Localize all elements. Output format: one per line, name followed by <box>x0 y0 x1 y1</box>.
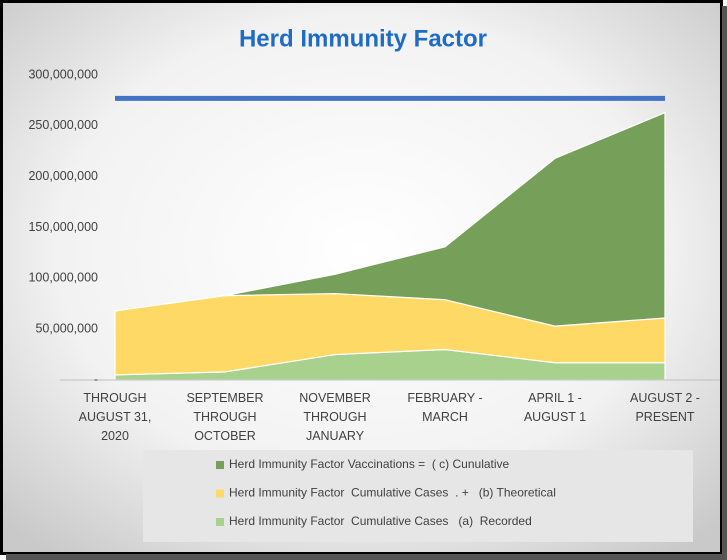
frame-shadow <box>722 6 727 560</box>
y-tick-label: 200,000,000 <box>28 169 98 183</box>
y-tick-label: 300,000,000 <box>28 67 98 81</box>
area <box>114 111 666 327</box>
x-tick-label: AUGUST 2 -PRESENT <box>630 391 700 424</box>
x-tick-label: SEPTEMBER THROUGH OCTOBER <box>186 391 263 443</box>
legend-label: Herd Immunity Factor Vaccinations = ( c)… <box>229 457 510 471</box>
legend-swatch <box>216 518 224 526</box>
frame-shadow <box>6 554 727 560</box>
legend-label: Herd Immunity Factor Cumulative Cases . … <box>229 486 556 500</box>
y-tick-label: 250,000,000 <box>28 118 98 132</box>
chart-title: Herd Immunity Factor <box>239 25 487 52</box>
x-tick-label: NOVEMBER THROUGH JANUARY <box>299 391 371 443</box>
y-tick-label: 50,000,000 <box>35 321 98 335</box>
x-tick-label: FEBRUARY -MARCH <box>407 391 482 424</box>
x-tick-label: APRIL 1 -AUGUST 1 <box>524 391 586 424</box>
legend-swatch <box>216 461 224 469</box>
x-tick-label: THROUGH AUGUST 31, 2020 <box>79 391 152 443</box>
legend-swatch <box>216 489 224 498</box>
y-tick-label: 100,000,000 <box>28 271 98 285</box>
legend-label: Herd Immunity Factor Cumulative Cases (a… <box>229 514 532 528</box>
legend-box <box>143 450 693 542</box>
y-tick-label: - <box>94 372 98 386</box>
y-tick-label: 150,000,000 <box>28 220 98 234</box>
